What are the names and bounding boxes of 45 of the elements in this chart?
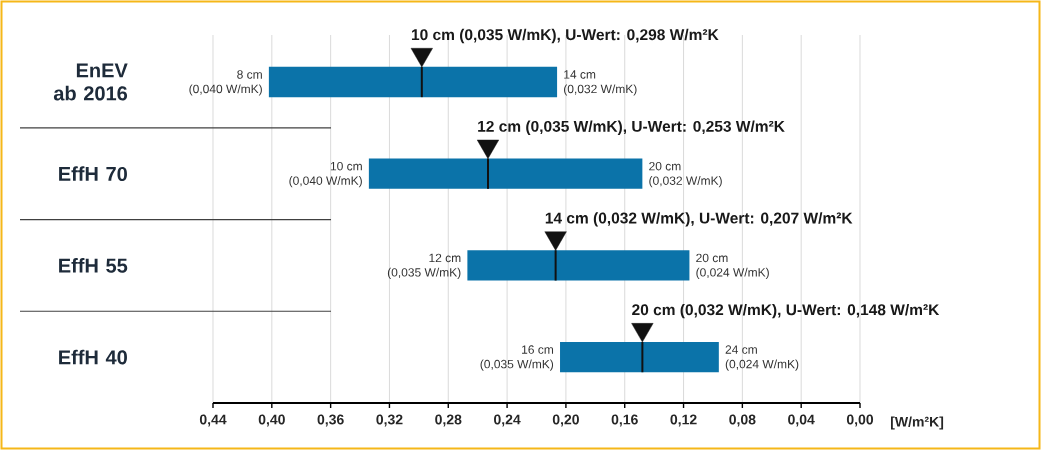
x-tick-label: 0,20 (552, 414, 579, 427)
y-tick-label: EnEV ab 2016 (53, 63, 128, 101)
point (410, 48, 433, 68)
x-tick-label: 0,08 (729, 414, 756, 427)
annotation: (0,032 W/mK) (649, 176, 722, 188)
annotation: 10 cm (0,035 W/mK), U-Wert: 0,298 W/m²K (411, 28, 719, 44)
x-tick-label: 0,36 (317, 414, 344, 427)
annotation: (0,035 W/mK) (387, 267, 461, 279)
x-tick-label: 0,00 (846, 414, 874, 427)
y-tick-label: EffH 70 (59, 166, 127, 182)
annotation: 12 cm (0,035 W/mK), U-Wert: 0,253 W/m²K (478, 120, 785, 135)
annotation: (0,035 W/mK) (480, 359, 554, 371)
x-tick-label: 0,44 (199, 414, 227, 427)
bar (368, 158, 643, 189)
point (476, 139, 499, 159)
annotation: (0,024 W/mK) (725, 359, 799, 371)
y-tick-label: EffH 55 (59, 258, 128, 273)
x-axis-title: [W/m²K] (891, 416, 944, 430)
x-tick-label: 0,32 (376, 414, 403, 427)
point (544, 231, 567, 251)
x-tick-label: 0,24 (494, 414, 521, 427)
annotation: 10 cm (330, 161, 362, 171)
point (631, 323, 654, 343)
x-tick-label: 0,16 (611, 414, 638, 427)
bar (467, 250, 690, 281)
annotation: 20 cm (0,032 W/mK), U-Wert: 0,148 W/m²K (632, 303, 940, 319)
bar (560, 341, 719, 373)
x-tick-label: 0,04 (788, 414, 815, 427)
annotation: (0,040 W/mK) (289, 176, 362, 188)
x-tick-label: 0,28 (435, 414, 462, 427)
annotation: 20 cm (696, 253, 728, 263)
annotation: 14 cm (0,032 W/mK), U-Wert: 0,207 W/m²K (545, 212, 853, 227)
annotation: 12 cm (429, 253, 461, 263)
annotation: (0,040 W/mK) (189, 84, 262, 96)
annotation: 8 cm (237, 70, 262, 79)
annotation: 20 cm (649, 161, 681, 171)
y-tick-label: EffH 40 (59, 349, 127, 365)
annotation: 14 cm (564, 70, 596, 79)
annotation: 16 cm (522, 345, 554, 354)
annotation: (0,024 W/mK) (696, 267, 769, 279)
annotation: 24 cm (725, 345, 757, 354)
annotation: (0,032 W/mK) (564, 84, 637, 96)
bar (268, 66, 558, 98)
x-tick-label: 0,12 (670, 414, 697, 427)
x-tick-label: 0,40 (258, 414, 285, 427)
